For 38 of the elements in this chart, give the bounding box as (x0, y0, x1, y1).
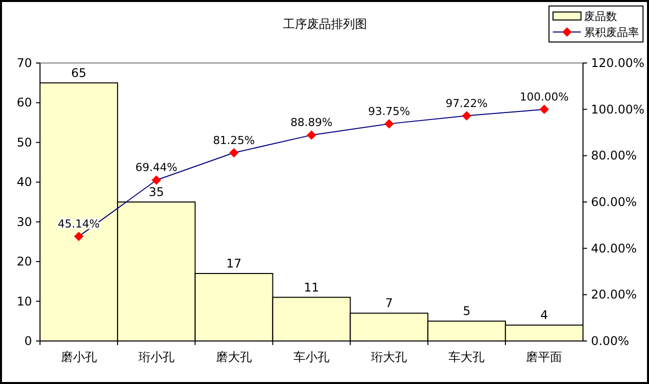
x-tick-label: 磨小孔 (60, 350, 97, 364)
y-tick-label: 70 (16, 56, 32, 70)
chart-title: 工序废品排列图 (283, 17, 367, 31)
data-label: 100.00% (520, 90, 569, 104)
data-label: 17 (226, 256, 242, 270)
x-tick-label: 车大孔 (448, 350, 485, 364)
x-tick-label: 磨平面 (526, 350, 562, 364)
x-tick-label: 珩小孔 (138, 350, 174, 364)
y2-tick-label: 20.00% (591, 288, 637, 302)
data-label: 65 (71, 66, 86, 80)
data-label: 97.22% (446, 96, 488, 110)
y2-tick-label: 40.00% (591, 241, 637, 256)
data-label: 11 (304, 280, 320, 294)
data-label: 4 (540, 308, 548, 322)
data-label: 93.75% (368, 104, 410, 118)
y2-tick-label: 80.00% (591, 148, 637, 163)
data-label: 88.89% (290, 116, 332, 130)
y-tick-label: 60 (16, 96, 32, 110)
data-label: 5 (462, 304, 470, 318)
y-tick-label: 10 (16, 294, 32, 308)
data-label: 7 (385, 296, 393, 310)
y-tick-label: 20 (16, 254, 32, 269)
x-tick-label: 珩大孔 (371, 350, 408, 364)
y-tick-label: 0 (24, 334, 32, 348)
y-tick-label: 40 (16, 175, 32, 190)
data-label: 35 (148, 185, 164, 199)
y2-tick-label: 100.00% (591, 102, 644, 116)
legend-label: 累积废品率 (584, 26, 639, 39)
data-label: 81.25% (212, 134, 255, 147)
y-tick-label: 50 (16, 135, 32, 150)
y-tick-label: 30 (16, 214, 32, 229)
legend-label: 废品数 (584, 10, 617, 23)
x-tick-label: 车小孔 (294, 350, 330, 364)
y2-tick-label: 60.00% (591, 195, 637, 209)
y2-tick-label: 120.00% (591, 56, 644, 70)
y2-tick-label: 0.00% (591, 334, 630, 348)
x-tick-label: 磨大孔 (216, 350, 252, 364)
data-label: 69.44% (135, 161, 178, 174)
